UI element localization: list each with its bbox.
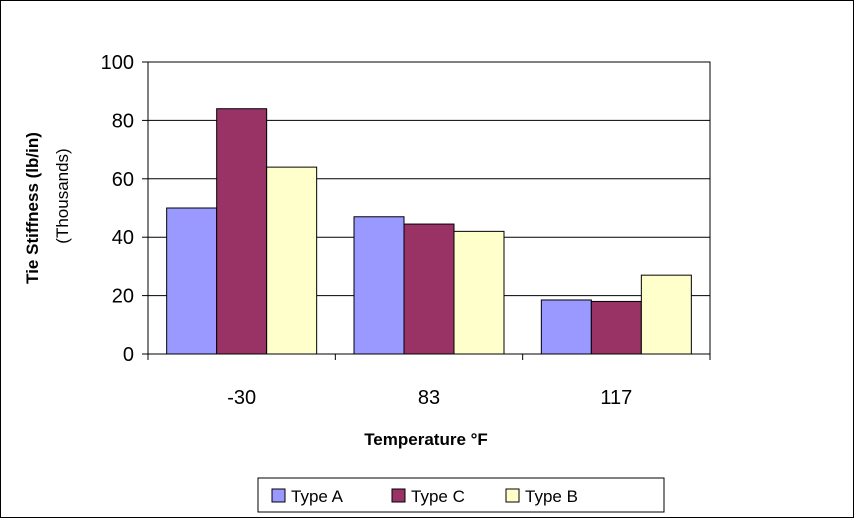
y-tick-label: 40 [112, 227, 134, 249]
bar-type-c-117 [590, 300, 642, 355]
bar-type-a-117 [540, 299, 592, 355]
x-tick-label: 83 [418, 387, 440, 409]
bars [166, 108, 692, 355]
y-axis-ticks: 0 20 40 60 80 100 [101, 52, 148, 366]
legend-swatch-type-b [505, 488, 520, 503]
bar-type-c--30 [216, 108, 268, 355]
bar-type-a--30 [166, 207, 218, 355]
x-tick-label: 117 [600, 387, 632, 409]
y-tick-label: 100 [101, 52, 134, 74]
bar-type-c-83 [403, 223, 455, 355]
x-axis-ticks: -30 83 117 [147, 354, 711, 409]
y-tick-label: 60 [112, 169, 134, 191]
y-axis-sublabel: (Thousands) [53, 148, 72, 243]
legend: Type A Type C Type B [257, 477, 665, 513]
x-axis-label: Temperature °F [364, 430, 488, 449]
legend-swatch-type-c [391, 488, 406, 503]
legend-box [257, 477, 665, 513]
legend-label: Type B [525, 487, 578, 506]
bar-type-b-117 [640, 274, 692, 355]
y-axis-label: Tie Stiffness (lb/in) [23, 132, 42, 284]
legend-label: Type A [291, 487, 344, 506]
y-tick-label: 20 [112, 286, 134, 308]
legend-label: Type C [411, 487, 465, 506]
bar-type-a-83 [353, 216, 405, 355]
y-tick-label: 0 [123, 344, 134, 366]
bar-type-b--30 [266, 166, 318, 355]
y-tick-label: 80 [112, 110, 134, 132]
x-tick-label: -30 [227, 387, 256, 409]
legend-swatch-type-a [271, 488, 286, 503]
bar-type-b-83 [453, 230, 505, 355]
